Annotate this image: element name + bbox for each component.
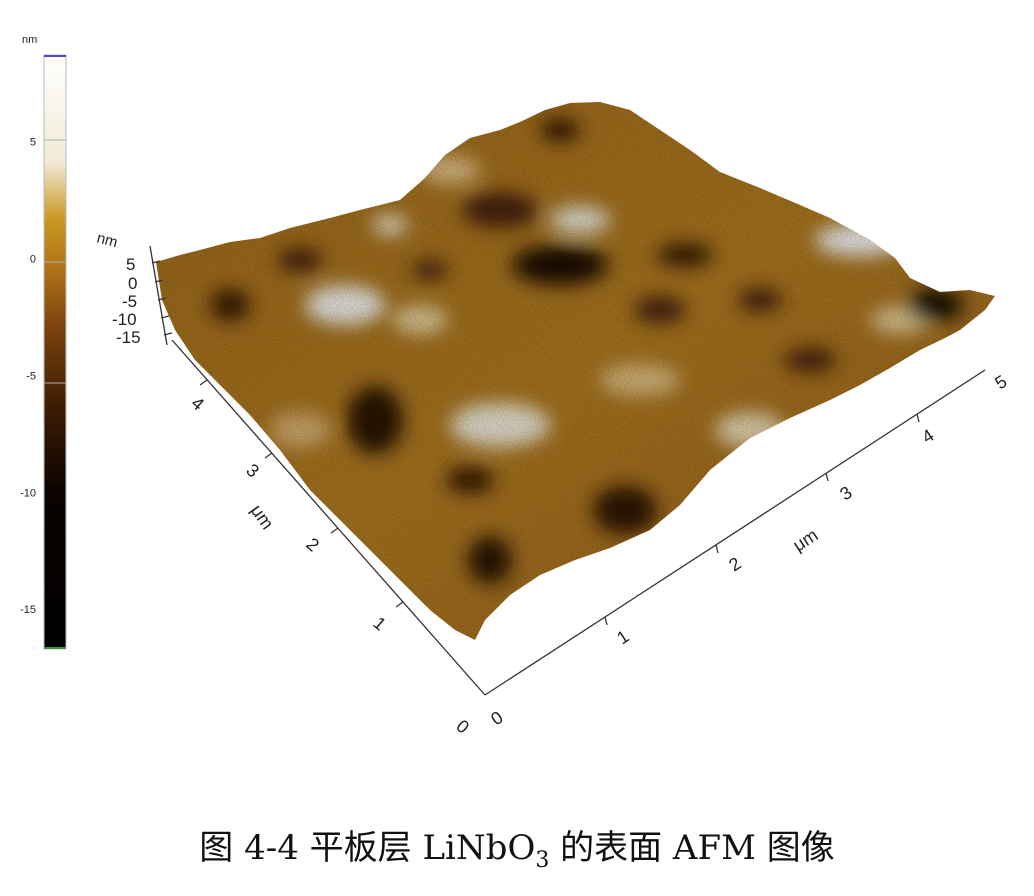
colorbar-tick-label: -10 (20, 487, 36, 499)
y-axis-line (171, 339, 486, 696)
afm-figure: nm 50-5-10-15 (20, 34, 1010, 738)
x-tick-label: 5 (991, 371, 1010, 393)
colorbar-unit: nm (22, 34, 37, 46)
x-tick-label: 4 (918, 425, 937, 447)
x-axis-line (484, 369, 986, 696)
y-tick-label: 3 (242, 460, 263, 482)
caption-prefix: 图 4-4 平板层 LiNbO (199, 828, 536, 868)
colorbar-ticks: 5 0 -5 -10 -15 (20, 137, 36, 617)
z-axis-labels: nm 5 0 -5 -10 -15 (95, 229, 141, 347)
x-tick-label: 0 (487, 707, 506, 729)
x-tick-label: 2 (725, 553, 744, 575)
afm-axes (149, 245, 986, 696)
caption-suffix: 的表面 AFM 图像 (549, 828, 835, 868)
figure-caption: 图 4-4 平板层 LiNbO3 的表面 AFM 图像 (0, 820, 1034, 873)
z-tick-label: 0 (128, 274, 137, 293)
surface-grain (156, 102, 995, 640)
z-axis-unit: nm (95, 229, 120, 251)
caption-subscript: 3 (535, 847, 550, 873)
colorbar-tick-label: -15 (20, 604, 36, 616)
colorbar-tick-label: 5 (30, 137, 36, 149)
colorbar-tick-label: -5 (26, 370, 36, 382)
y-tick-label: 1 (369, 613, 390, 635)
z-tick-label: 5 (126, 255, 135, 274)
y-tick-label: 2 (302, 534, 323, 556)
z-tick-label: -10 (112, 310, 137, 329)
y-axis-unit: μm (247, 501, 278, 533)
z-tick-label: -5 (122, 292, 137, 311)
y-tick-label: 0 (452, 716, 473, 738)
colorbar: nm 5 0 -5 -10 -15 (20, 34, 67, 650)
afm-surface (156, 102, 995, 640)
x-tick-label: 3 (836, 482, 855, 504)
y-tick-label: 4 (187, 393, 208, 415)
colorbar-tick-label: 0 (30, 253, 36, 265)
colorbar-gradient (43, 54, 67, 650)
x-tick-label: 1 (613, 626, 632, 648)
x-axis-unit: μm (789, 525, 821, 556)
z-tick-label: -15 (116, 328, 141, 347)
